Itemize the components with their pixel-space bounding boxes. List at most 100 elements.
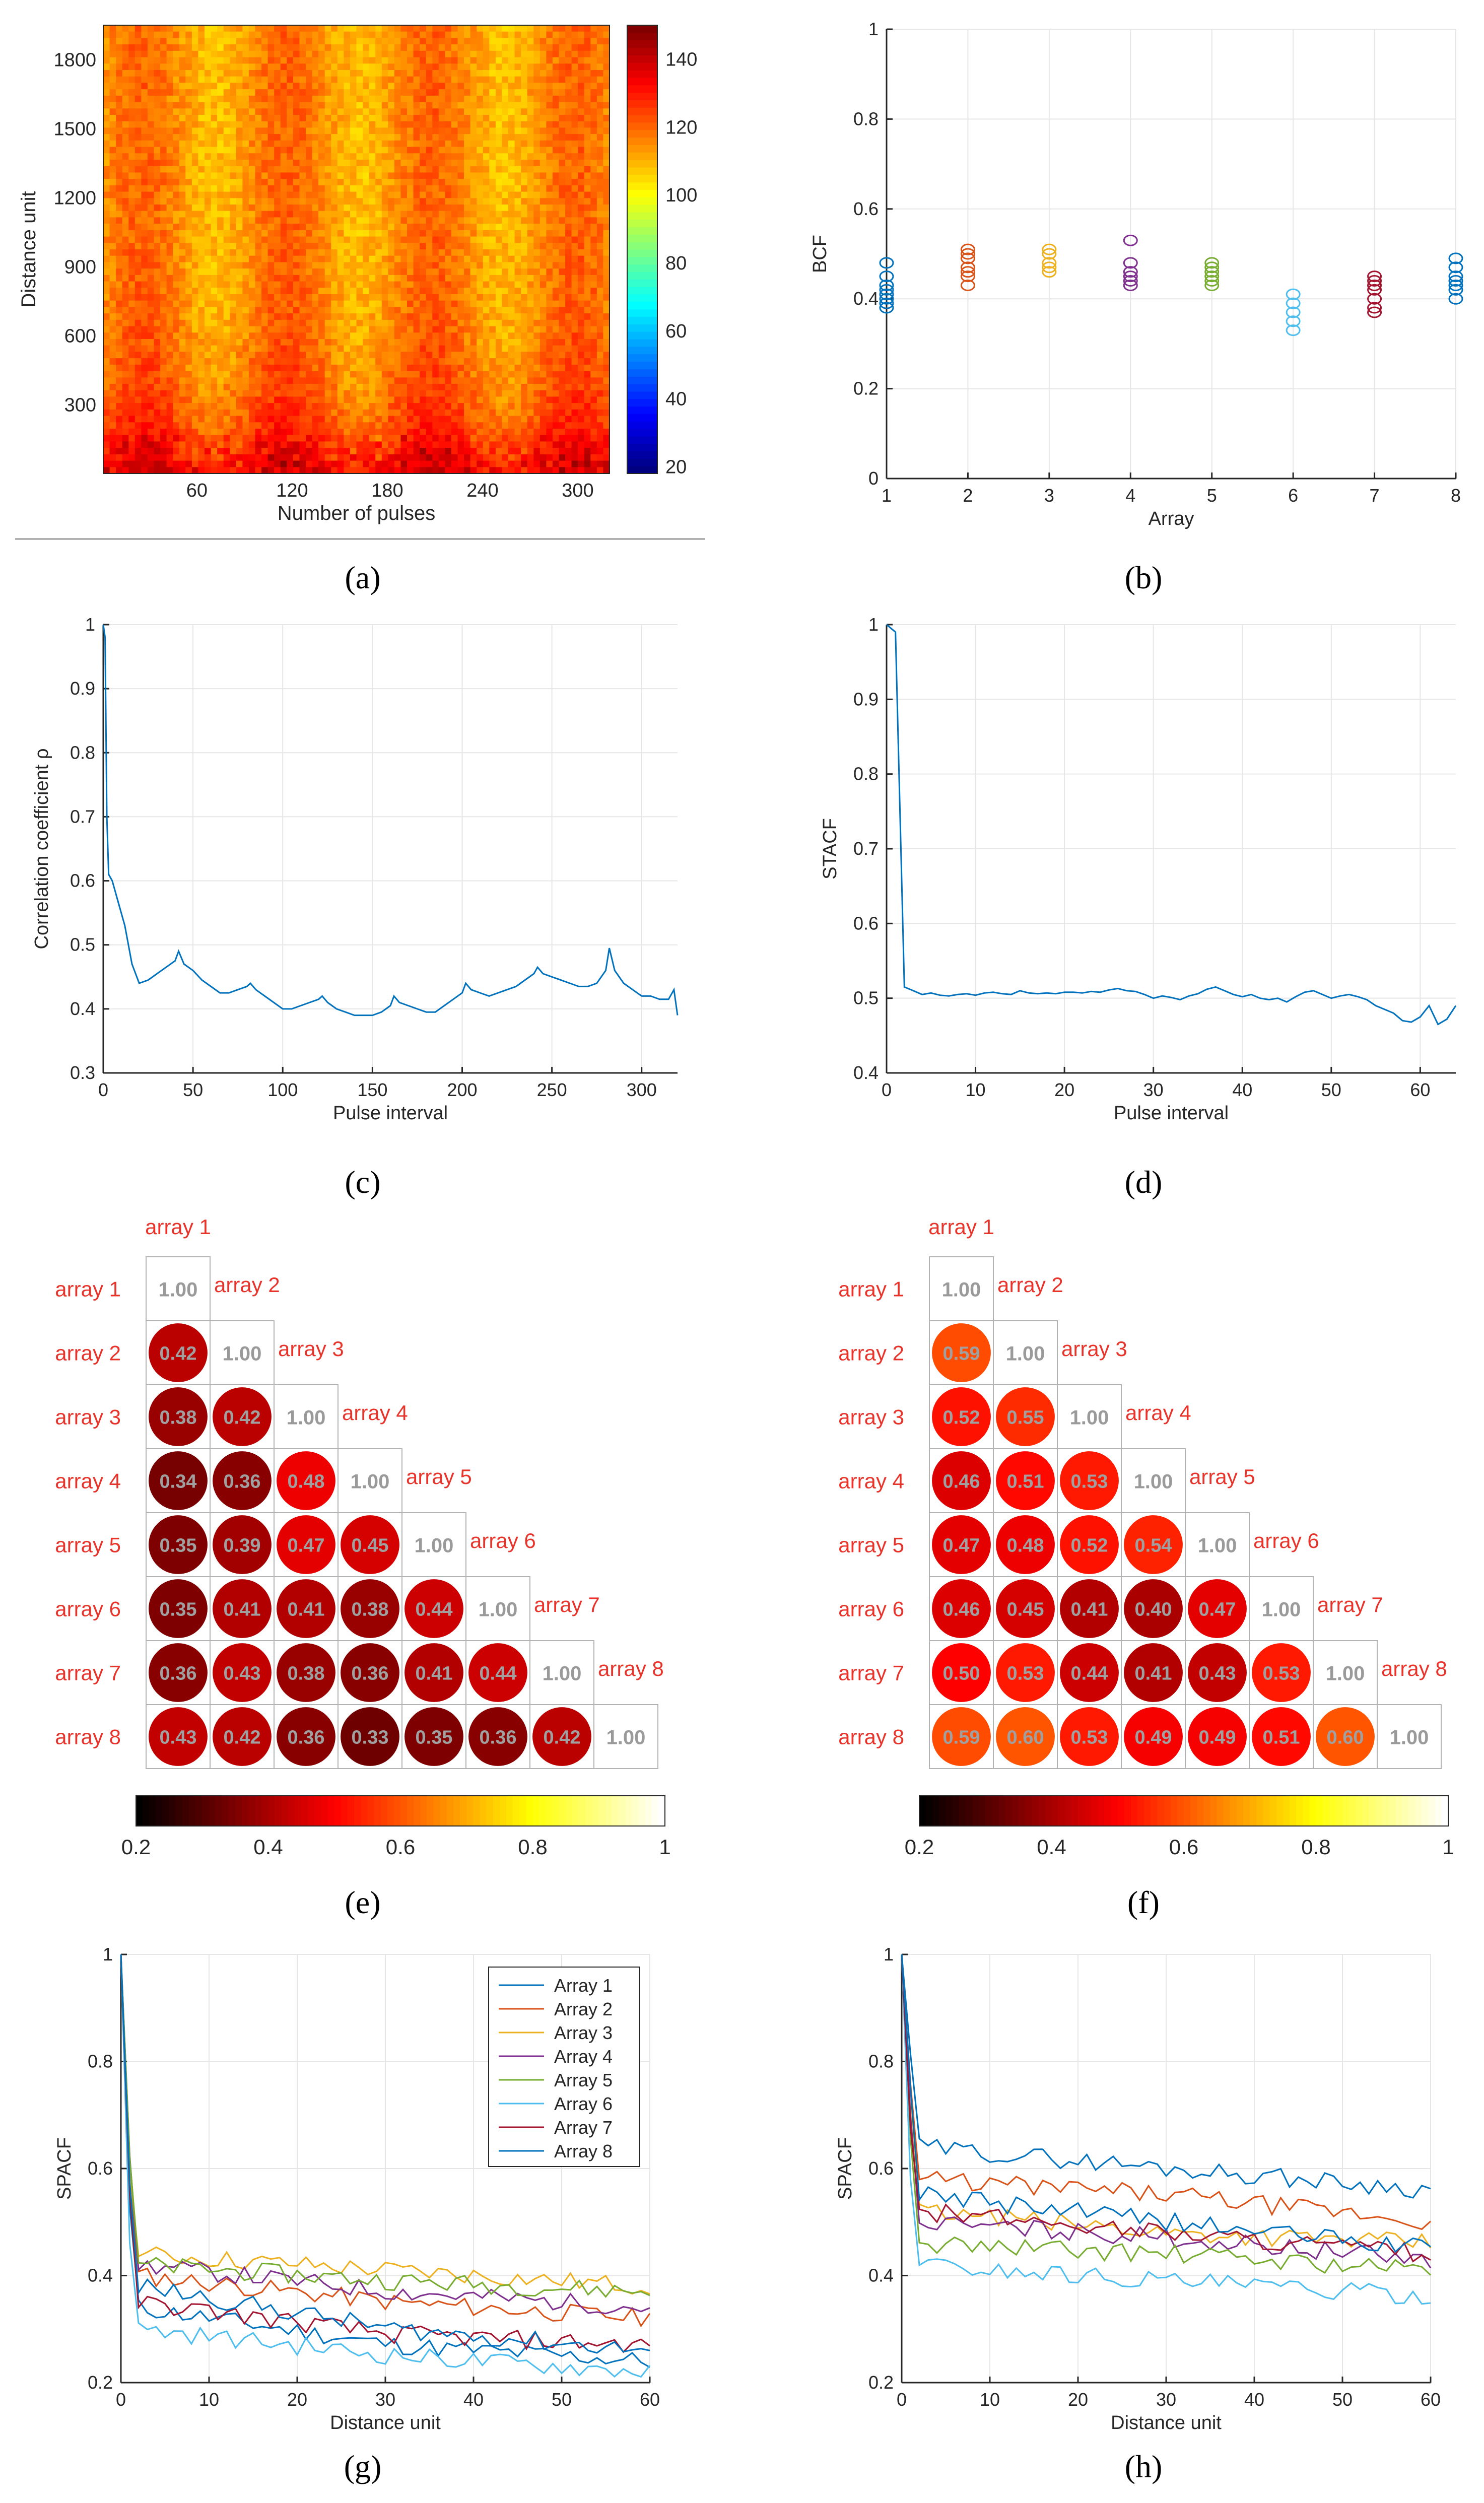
heatmap-cell (116, 31, 123, 38)
heatmap-cell (489, 166, 496, 173)
heatmap-cell (324, 140, 331, 148)
heatmap-cell (154, 224, 161, 231)
heatmap-cell (508, 377, 515, 384)
heatmap-cell (546, 275, 553, 282)
heatmap-cell (267, 307, 275, 314)
heatmap-cell (324, 191, 331, 198)
heatmap-cell (134, 429, 142, 436)
heatmap-cell (109, 300, 116, 307)
heatmap-cell (205, 127, 212, 134)
heatmap-cell (299, 460, 306, 467)
heatmap-cell (464, 345, 471, 352)
heatmap-cell (217, 217, 224, 224)
heatmap-cell (141, 255, 148, 262)
heatmap-cell (356, 140, 363, 148)
heatmap-cell (470, 198, 477, 205)
heatmap-cell (356, 95, 363, 103)
heatmap-cell (147, 31, 155, 38)
heatmap-cell (420, 50, 427, 58)
heatmap-cell (211, 377, 218, 384)
heatmap-cell (267, 448, 275, 455)
heatmap-cell (533, 384, 541, 391)
heatmap-cell (539, 422, 547, 429)
heatmap-cell (122, 288, 129, 295)
heatmap-cell (464, 396, 471, 403)
heatmap-cell (381, 416, 388, 423)
heatmap-cell (205, 191, 212, 198)
heatmap-cell (533, 319, 541, 327)
heatmap-cell (293, 390, 300, 397)
heatmap-cell (211, 50, 218, 58)
heatmap-cell (331, 268, 338, 276)
heatmap-cell (160, 281, 167, 288)
heatmap-cell (381, 108, 388, 115)
heatmap-cell (236, 31, 243, 38)
heatmap-cell (134, 127, 142, 134)
heatmap-cell (464, 255, 471, 262)
heatmap-cell (134, 153, 142, 160)
heatmap-cell (375, 319, 382, 327)
heatmap-cell (248, 153, 256, 160)
heatmap-cell (147, 339, 155, 346)
heatmap-cell (211, 460, 218, 467)
heatmap-cell (407, 281, 414, 288)
heatmap-cell (236, 108, 243, 115)
heatmap-cell (293, 147, 300, 154)
heatmap-cell (236, 127, 243, 134)
heatmap-cell (306, 448, 313, 455)
heatmap-cell (400, 300, 408, 307)
heatmap-cell (344, 460, 351, 467)
heatmap-cell (344, 115, 351, 122)
heatmap-cell (426, 275, 433, 282)
heatmap-cell (350, 377, 357, 384)
heatmap-cell (502, 275, 509, 282)
heatmap-cell (375, 50, 382, 58)
heatmap-cell (394, 140, 401, 148)
heatmap-cell (514, 147, 521, 154)
heatmap-cell (211, 205, 218, 212)
heatmap-cell (134, 160, 142, 167)
heatmap-cell (299, 185, 306, 192)
heatmap-cell (312, 191, 319, 198)
heatmap-cell (191, 134, 199, 141)
heatmap-cell (306, 236, 313, 243)
heatmap-cell (483, 441, 490, 448)
heatmap-cell (147, 377, 155, 384)
heatmap-cell (363, 364, 370, 372)
heatmap-cell (198, 230, 205, 237)
heatmap-cell (445, 44, 452, 51)
heatmap-cell (363, 467, 370, 474)
heatmap-cell (128, 448, 136, 455)
heatmap-cell (293, 467, 300, 474)
heatmap-cell (166, 76, 173, 83)
heatmap-cell (420, 198, 427, 205)
heatmap-cell (122, 319, 129, 327)
heatmap-cell (191, 89, 199, 96)
heatmap-cell (318, 95, 325, 103)
heatmap-cell (166, 224, 173, 231)
heatmap-cell (363, 83, 370, 90)
heatmap-cell (477, 57, 484, 64)
heatmap-cell (147, 332, 155, 340)
heatmap-cell (318, 345, 325, 352)
heatmap-cell (331, 275, 338, 282)
heatmap-cell (438, 384, 445, 391)
heatmap-cell (248, 435, 256, 442)
heatmap-cell (514, 57, 521, 64)
heatmap-cell (173, 403, 180, 410)
heatmap-cell (166, 211, 173, 218)
heatmap-cell (173, 294, 180, 301)
heatmap-cell (166, 166, 173, 173)
heatmap-cell (451, 102, 458, 109)
heatmap-cell (420, 153, 427, 160)
heatmap-cell (128, 454, 136, 461)
heatmap-cell (350, 332, 357, 340)
heatmap-cell (420, 205, 427, 212)
heatmap-cell (205, 339, 212, 346)
heatmap-cell (160, 102, 167, 109)
heatmap-cell (331, 384, 338, 391)
heatmap-cell (293, 224, 300, 231)
heatmap-cell (211, 153, 218, 160)
heatmap-cell (502, 76, 509, 83)
heatmap-cell (103, 121, 110, 128)
